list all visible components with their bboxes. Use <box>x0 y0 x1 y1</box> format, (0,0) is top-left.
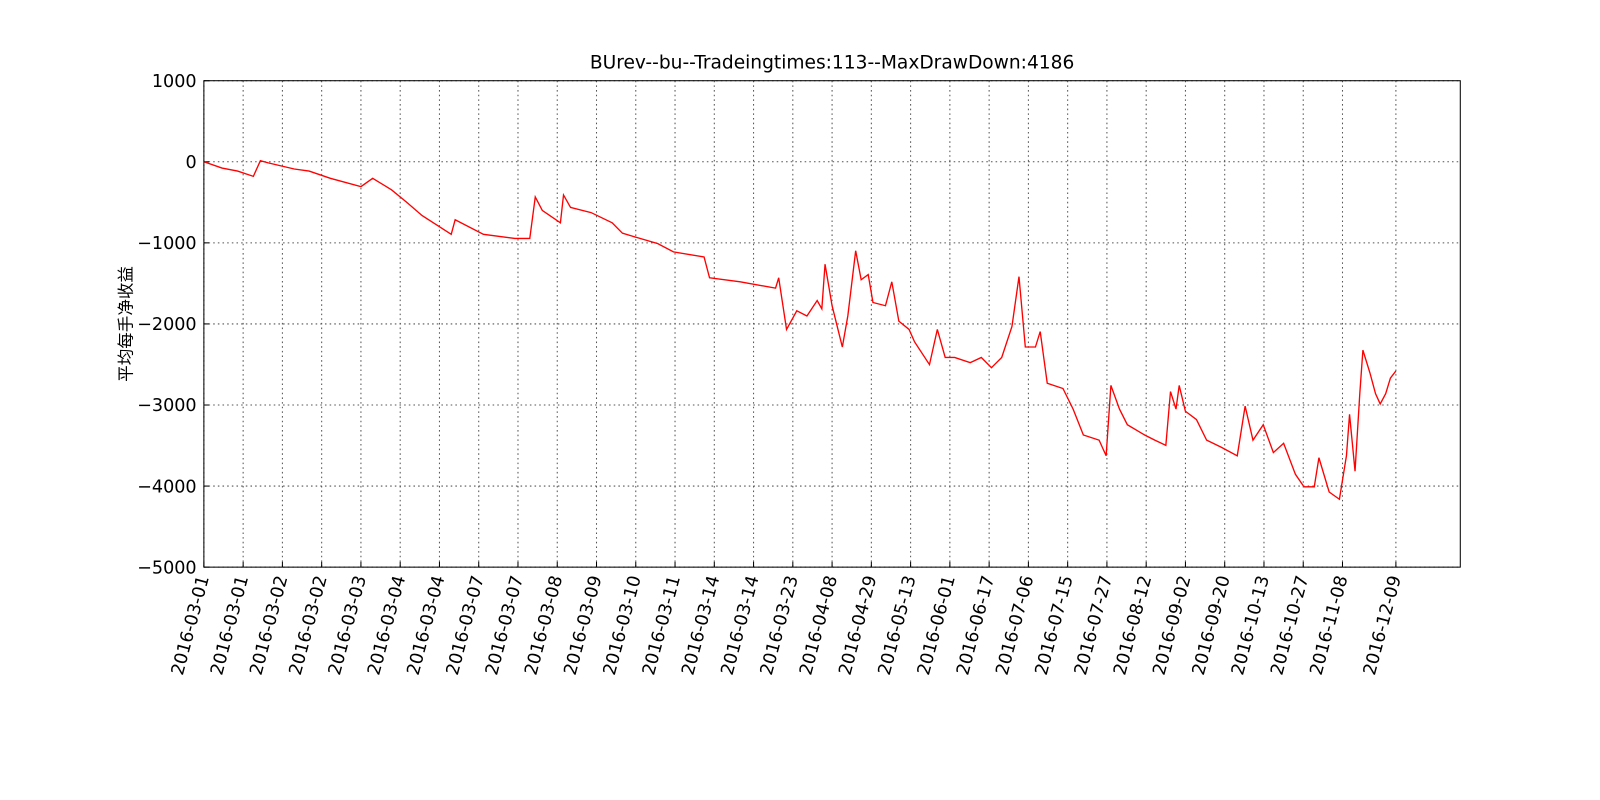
x-tick-label: 2016-03-02 <box>247 574 293 678</box>
x-tick-label: 2016-07-06 <box>993 574 1039 678</box>
x-tick-label: 2016-12-09 <box>1360 574 1406 678</box>
x-tick-label: 2016-07-27 <box>1071 574 1117 678</box>
x-tick-label: 2016-10-13 <box>1228 574 1274 678</box>
x-tick-label: 2016-03-08 <box>521 574 567 678</box>
y-tick-label: −5000 <box>137 558 196 578</box>
x-tick-label: 2016-03-23 <box>757 574 803 678</box>
x-tick-label: 2016-05-13 <box>875 574 921 678</box>
x-tick-label: 2016-03-07 <box>482 574 528 678</box>
x-tick-label: 2016-03-09 <box>561 574 607 678</box>
x-tick-label: 2016-10-27 <box>1267 574 1313 678</box>
x-tick-label: 2016-09-20 <box>1189 574 1235 678</box>
y-tick-label: −1000 <box>137 234 196 254</box>
x-tick-label: 2016-03-01 <box>207 574 253 678</box>
x-tick-label: 2016-09-02 <box>1150 574 1196 678</box>
x-tick-label: 2016-08-12 <box>1110 574 1156 678</box>
y-tick-label: −4000 <box>137 477 196 497</box>
x-tick-label: 2016-03-07 <box>443 574 489 678</box>
y-axis-label: 平均每手净收益 <box>116 266 135 382</box>
x-tick-label: 2016-03-10 <box>600 574 646 678</box>
data-line <box>203 159 1397 501</box>
plot-frame <box>203 80 1461 568</box>
x-tick-label: 2016-03-11 <box>639 574 685 678</box>
x-tick-label: 2016-04-29 <box>836 574 882 678</box>
x-tick-label: 2016-03-14 <box>679 574 725 678</box>
x-tick-label: 2016-11-08 <box>1307 574 1353 678</box>
x-tick-label: 2016-03-04 <box>364 574 410 678</box>
x-tick-label: 2016-07-15 <box>1032 574 1078 678</box>
x-tick-label: 2016-03-02 <box>286 574 332 678</box>
x-tick-label: 2016-03-04 <box>404 574 450 678</box>
x-tick-label: 2016-03-03 <box>325 574 371 678</box>
x-tick-label: 2016-03-01 <box>168 574 214 678</box>
x-tick-label: 2016-03-14 <box>718 574 764 678</box>
y-tick-label: −3000 <box>137 396 196 416</box>
chart-title: BUrev--bu--Tradeingtimes:113--MaxDrawDow… <box>590 52 1074 73</box>
y-tick-label: 0 <box>185 153 196 173</box>
y-tick-label: 1000 <box>152 72 197 92</box>
x-tick-label: 2016-06-01 <box>914 574 960 678</box>
y-tick-label: −2000 <box>137 315 196 335</box>
x-tick-label: 2016-06-17 <box>953 574 999 678</box>
x-tick-label: 2016-04-08 <box>796 574 842 678</box>
